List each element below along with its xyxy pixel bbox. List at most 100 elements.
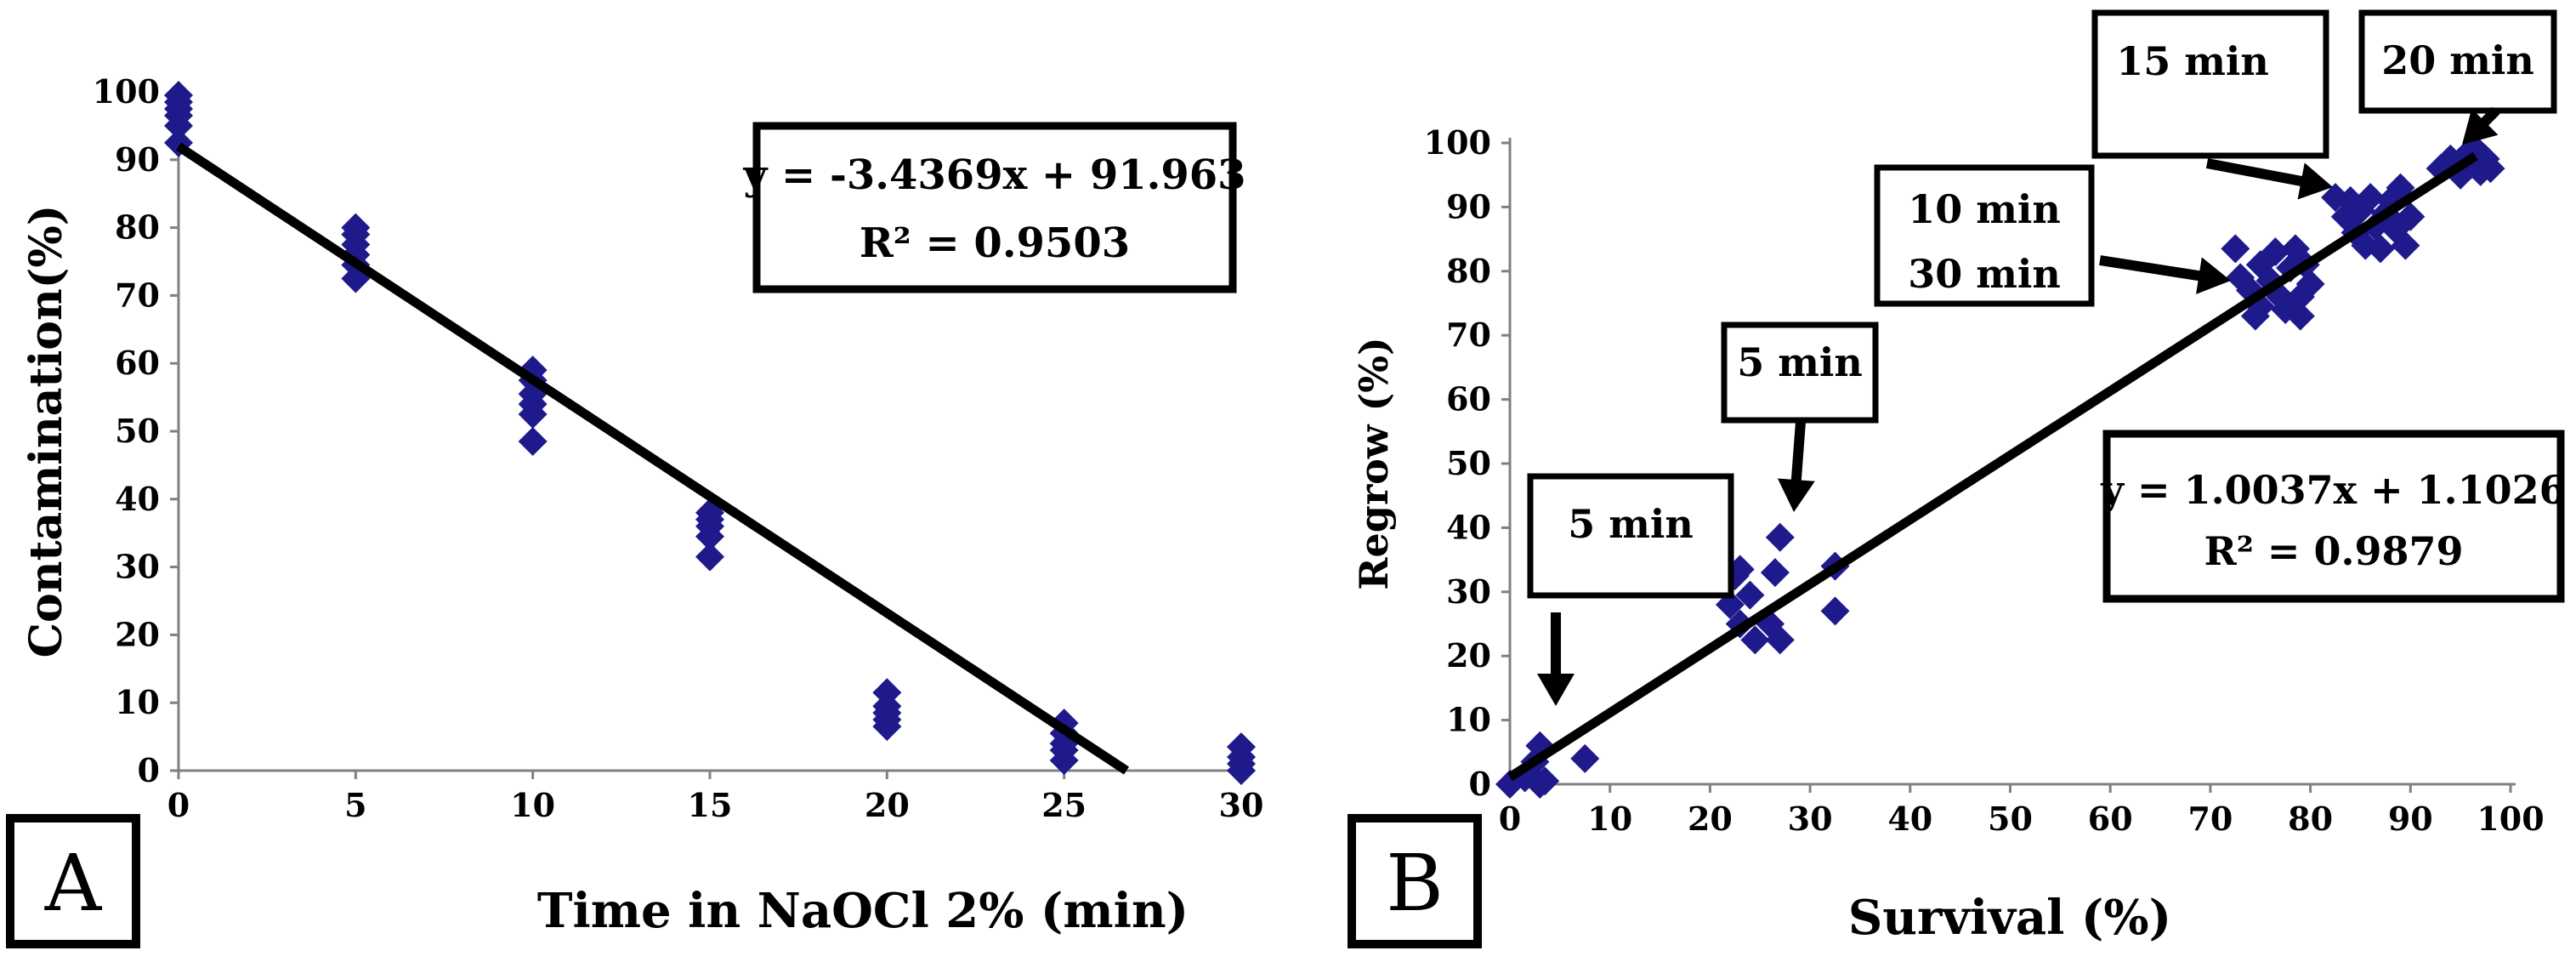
r-squared-line: R² = 0.9879	[2204, 528, 2464, 574]
y-tick-label: 80	[115, 208, 160, 247]
data-point	[2261, 237, 2290, 267]
panel-a-chart: 0 10 20 30 40 50 60 70 80 90 100 0 5 10 15 20 25 30 Time i…	[6, 72, 1264, 948]
data-point	[872, 678, 902, 708]
y-tick-label: 0	[138, 751, 160, 789]
y-axis-label: Regrow (%)	[1351, 337, 1397, 589]
y-tick-label: 20	[115, 615, 160, 653]
x-axis-label: Survival (%)	[1848, 890, 2171, 946]
equation-line: y = -3.4369x + 91.963	[742, 151, 1245, 199]
y-tick-label: 0	[1469, 765, 1491, 803]
annotation-arrow-head	[1777, 478, 1815, 512]
x-tick-label: 10	[1587, 800, 1632, 838]
x-tick-label: 70	[2187, 800, 2233, 838]
data-point	[1820, 596, 1850, 626]
annotation-label: 30 min	[1908, 251, 2061, 297]
data-point	[1227, 732, 1256, 762]
annotation-box	[2358, 9, 2557, 114]
data-point	[2396, 202, 2426, 231]
y-tick-label: 10	[1446, 701, 1491, 739]
annotation-arrow-head	[2462, 108, 2499, 145]
y-tick-label: 20	[1446, 636, 1491, 675]
data-point	[164, 80, 193, 110]
panel-letter: A	[44, 838, 103, 929]
data-point	[1765, 625, 1795, 655]
annotation-label: 5 min	[1568, 501, 1694, 547]
panel-letter: B	[1386, 838, 1444, 929]
annotation-box	[1874, 164, 2095, 307]
data-point	[2295, 269, 2325, 299]
trendline	[1507, 151, 2478, 782]
x-tick-label: 100	[2477, 800, 2544, 838]
data-point	[1570, 743, 1600, 773]
data-point	[2285, 301, 2315, 331]
x-tick-label: 40	[1887, 800, 1932, 838]
data-point	[2391, 231, 2420, 260]
y-tick-label: 100	[93, 72, 160, 111]
data-point	[1760, 558, 1790, 588]
x-tick-label: 80	[2288, 800, 2333, 838]
y-tick-label: 80	[1446, 252, 1491, 290]
equation-box	[2102, 430, 2565, 603]
y-tick-label: 60	[1446, 380, 1491, 418]
data-point	[2361, 212, 2391, 242]
x-tick-label: 10	[510, 786, 555, 824]
y-tick-label: 60	[115, 344, 160, 382]
data-point	[1740, 625, 1770, 655]
x-tick-label: 25	[1041, 786, 1087, 824]
data-point	[1765, 522, 1795, 552]
panel-letter-box	[6, 814, 140, 948]
annotation-arrow-shaft	[2099, 255, 2204, 282]
data-point	[695, 542, 724, 572]
data-point	[1735, 580, 1765, 610]
trendline	[175, 142, 1130, 775]
annotation-box	[1527, 473, 1734, 599]
x-tick-label: 30	[1219, 786, 1264, 824]
annotation-label: 20 min	[2381, 37, 2534, 83]
annotation-box	[2091, 9, 2329, 159]
y-tick-label: 40	[115, 480, 160, 518]
equation-line: y = 1.0037x + 1.1026	[2100, 467, 2566, 513]
annotation-arrow-head	[2196, 257, 2231, 294]
annotation-box	[1721, 322, 1879, 424]
data-point	[2476, 154, 2505, 184]
data-point	[2221, 234, 2250, 264]
annotation-label: 15 min	[2116, 38, 2269, 84]
x-tick-label: 20	[1688, 800, 1733, 838]
panel-letter-box	[1348, 814, 1482, 948]
data-point	[1530, 766, 1560, 796]
panel-b-chart: 0 10 20 30 40 50 60 70 80 90 100 0 10 20 30 40 50 60 70 80 9…	[1348, 9, 2567, 948]
x-tick-label: 0	[1499, 800, 1521, 838]
y-axis-label: Contamination(%)	[20, 205, 72, 658]
annotation-arrow-head	[1537, 674, 1575, 706]
y-tick-label: 70	[115, 276, 160, 314]
y-tick-label: 10	[115, 683, 160, 721]
y-tick-label: 30	[1446, 572, 1491, 611]
y-tick-label: 40	[1446, 508, 1491, 546]
y-tick-label: 90	[115, 140, 160, 179]
y-tick-label: 30	[115, 548, 160, 586]
equation-box	[752, 122, 1237, 293]
x-tick-label: 5	[344, 786, 366, 824]
data-point	[2365, 234, 2395, 264]
annotation-arrow-head	[2297, 162, 2333, 200]
annotation-label: 10 min	[1908, 186, 2061, 232]
x-tick-label: 0	[167, 786, 190, 824]
y-tick-label: 100	[1424, 123, 1491, 162]
annotation-label: 5 min	[1737, 339, 1863, 385]
annotation-arrow-shaft	[2205, 158, 2306, 187]
annotation-arrow-shaft	[1790, 421, 1806, 484]
y-tick-label: 70	[1446, 316, 1491, 354]
data-point	[518, 426, 548, 456]
y-tick-label: 50	[1446, 444, 1491, 482]
x-tick-label: 50	[1988, 800, 2033, 838]
x-tick-label: 60	[2088, 800, 2133, 838]
data-point	[2356, 183, 2386, 213]
x-tick-label: 20	[865, 786, 910, 824]
x-axis-label: Time in NaOCl 2% (min)	[537, 883, 1189, 939]
y-tick-label: 50	[115, 412, 160, 450]
data-point	[341, 213, 371, 242]
r-squared-line: R² = 0.9503	[860, 219, 1130, 267]
x-tick-label: 15	[688, 786, 733, 824]
y-tick-label: 90	[1446, 187, 1491, 225]
